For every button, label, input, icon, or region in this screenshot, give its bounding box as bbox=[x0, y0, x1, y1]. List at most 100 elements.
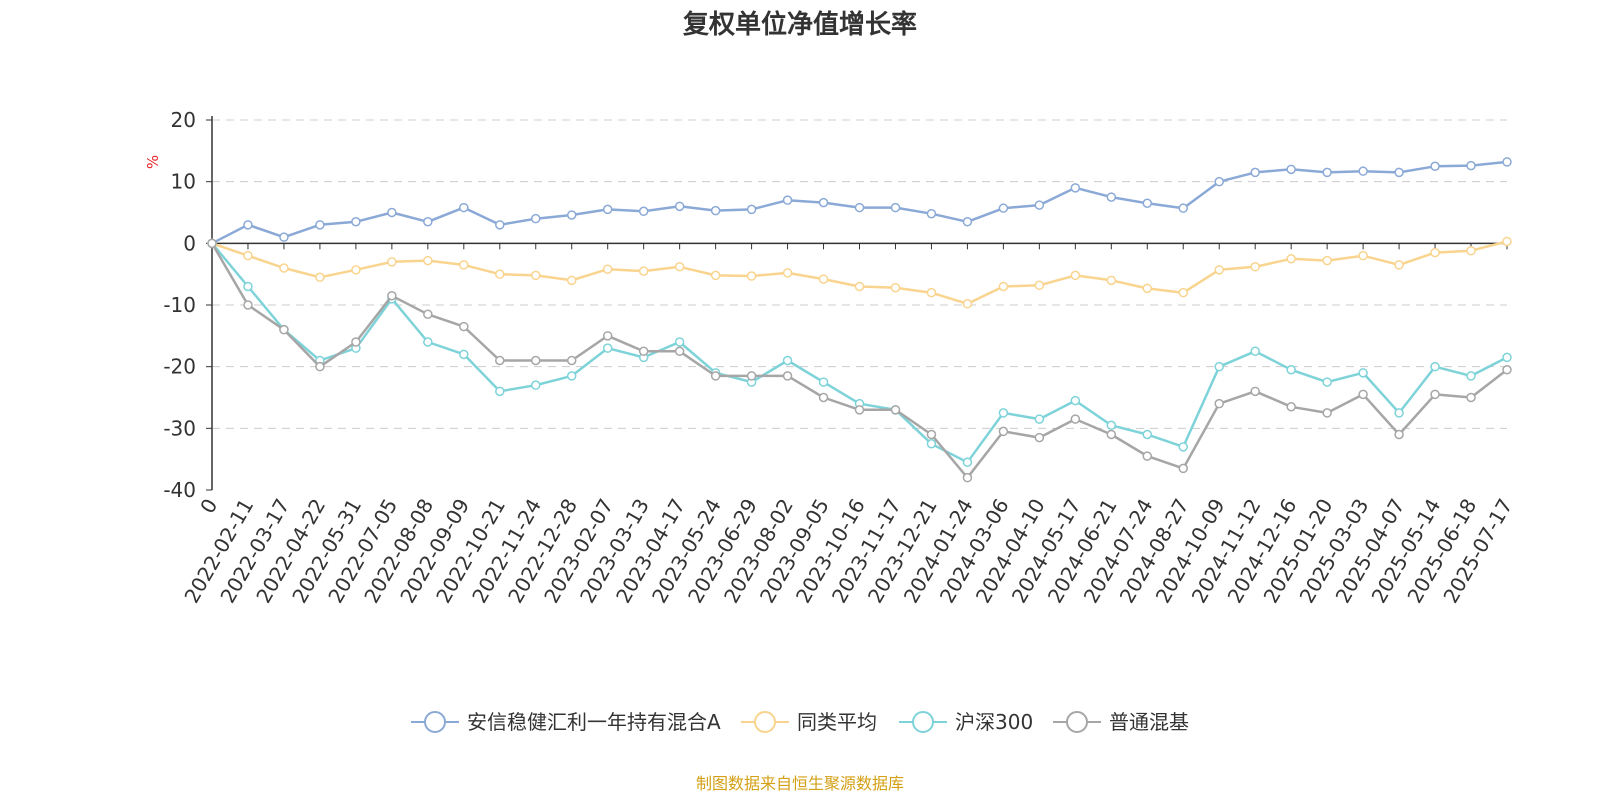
data-point bbox=[1142, 429, 1153, 440]
data-point bbox=[279, 324, 289, 335]
data-point bbox=[782, 355, 793, 366]
data-point bbox=[746, 371, 757, 381]
data-point bbox=[1322, 408, 1332, 418]
data-point bbox=[1466, 245, 1476, 256]
data-point bbox=[782, 371, 793, 381]
series-lines bbox=[207, 157, 1512, 483]
grid-lines bbox=[212, 119, 1507, 429]
data-point bbox=[1430, 247, 1440, 258]
legend-item[interactable]: 安信稳健汇利一年持有混合A bbox=[411, 710, 721, 734]
data-point bbox=[1142, 283, 1153, 294]
y-tick-label: -10 bbox=[163, 293, 196, 317]
data-point bbox=[1502, 236, 1512, 247]
data-point bbox=[1250, 167, 1260, 178]
data-point bbox=[710, 205, 721, 216]
data-point bbox=[1106, 275, 1117, 286]
data-point bbox=[962, 217, 973, 227]
data-point bbox=[1178, 203, 1188, 213]
data-point bbox=[854, 202, 865, 213]
data-point bbox=[279, 232, 289, 242]
legend-label: 安信稳健汇利一年持有混合A bbox=[467, 710, 721, 734]
data-point bbox=[423, 337, 433, 347]
data-point bbox=[531, 380, 541, 390]
data-point bbox=[531, 213, 541, 224]
data-point bbox=[1466, 371, 1476, 381]
data-point bbox=[674, 346, 685, 356]
data-point bbox=[351, 265, 361, 275]
data-point bbox=[602, 343, 613, 353]
data-point bbox=[818, 197, 829, 208]
data-point bbox=[315, 361, 325, 372]
legend-marker-icon bbox=[754, 711, 776, 733]
data-point bbox=[1106, 420, 1117, 430]
legend-item[interactable]: 沪深300 bbox=[899, 710, 1033, 734]
data-point bbox=[818, 392, 829, 403]
data-point bbox=[1322, 167, 1332, 178]
data-point bbox=[1430, 361, 1440, 372]
data-point bbox=[818, 377, 829, 387]
data-point bbox=[638, 346, 649, 356]
data-point bbox=[962, 472, 973, 483]
data-point bbox=[1286, 254, 1296, 264]
y-tick-label: 0 bbox=[183, 231, 196, 255]
data-point bbox=[1070, 270, 1081, 281]
data-point bbox=[1178, 463, 1188, 474]
series-line bbox=[211, 240, 1508, 306]
data-point bbox=[531, 355, 541, 366]
data-point bbox=[495, 355, 505, 366]
data-point bbox=[1286, 402, 1296, 412]
data-point bbox=[1214, 361, 1224, 372]
data-point bbox=[602, 264, 613, 274]
data-point bbox=[710, 270, 721, 281]
data-point bbox=[1106, 429, 1117, 440]
data-point bbox=[962, 299, 973, 309]
data-point bbox=[710, 371, 721, 381]
data-point bbox=[1358, 250, 1368, 261]
data-point bbox=[207, 238, 217, 249]
legend-item[interactable]: 同类平均 bbox=[741, 710, 877, 734]
data-point bbox=[1214, 265, 1224, 275]
data-point bbox=[1214, 398, 1224, 409]
data-point bbox=[1322, 255, 1332, 266]
data-point bbox=[495, 386, 505, 397]
data-point bbox=[566, 371, 577, 381]
data-point bbox=[1502, 157, 1512, 167]
data-point bbox=[890, 405, 901, 415]
legend[interactable]: 安信稳健汇利一年持有混合A 同类平均 沪深300 普通混基 bbox=[411, 710, 1189, 734]
data-point bbox=[602, 331, 613, 341]
data-point bbox=[459, 202, 469, 213]
data-point bbox=[1142, 198, 1153, 208]
data-point bbox=[1394, 167, 1404, 178]
y-tick-label: -40 bbox=[163, 478, 196, 502]
data-point bbox=[1322, 377, 1332, 387]
data-point bbox=[962, 457, 973, 467]
legend-marker-icon bbox=[424, 711, 446, 733]
data-point bbox=[1142, 451, 1153, 461]
data-point bbox=[638, 206, 649, 217]
x-tick-label: 0 bbox=[195, 495, 222, 518]
data-point bbox=[998, 408, 1009, 418]
y-tick-label: 20 bbox=[171, 108, 196, 132]
legend-item[interactable]: 普通混基 bbox=[1053, 710, 1189, 734]
data-point bbox=[674, 337, 685, 347]
data-point bbox=[387, 207, 397, 218]
x-axis-ticks: 02022-02-112022-03-172022-04-222022-05-3… bbox=[179, 243, 1517, 607]
data-point bbox=[351, 217, 361, 227]
data-point bbox=[782, 195, 793, 205]
series-line bbox=[210, 242, 1508, 479]
data-point bbox=[243, 281, 253, 292]
data-point bbox=[998, 426, 1009, 437]
data-point bbox=[423, 217, 433, 227]
data-point bbox=[315, 220, 325, 230]
y-axis-ticks: 20 10 0 -10 -20 -30 -40 bbox=[163, 108, 212, 502]
data-point bbox=[1070, 414, 1081, 424]
data-point bbox=[1250, 386, 1260, 397]
series-line bbox=[211, 160, 1508, 245]
data-point bbox=[459, 349, 469, 360]
data-point bbox=[674, 262, 685, 272]
data-point bbox=[1466, 160, 1476, 171]
data-point bbox=[495, 220, 505, 230]
y-tick-label: -30 bbox=[163, 416, 196, 440]
data-point bbox=[638, 266, 649, 276]
